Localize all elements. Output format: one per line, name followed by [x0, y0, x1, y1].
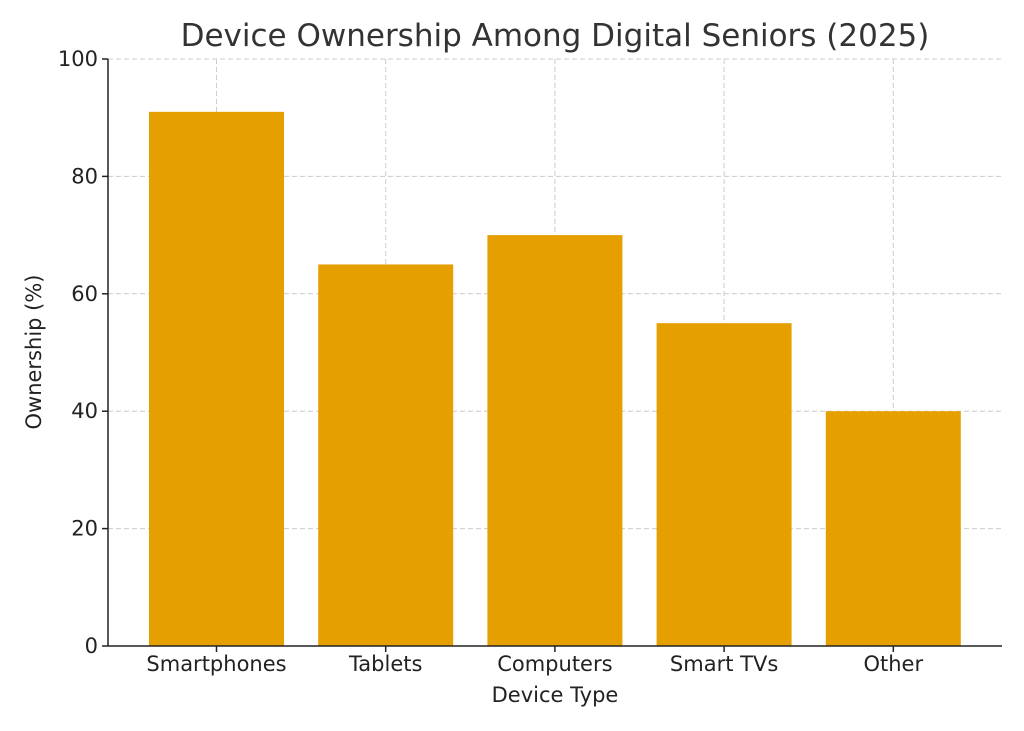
y-tick-label: 0 — [85, 634, 98, 658]
x-tick-label: Smart TVs — [670, 652, 778, 676]
x-tick-label: Tablets — [348, 652, 422, 676]
y-ticks: 0 20 40 60 80 100 — [58, 47, 108, 658]
x-ticks: Smartphones Tablets Computers Smart TVs Othe… — [146, 646, 923, 676]
bar — [825, 411, 961, 646]
y-axis-label: Ownership (%) — [22, 275, 46, 430]
y-tick-label: 80 — [71, 164, 98, 188]
bar — [656, 323, 792, 646]
chart-title: Device Ownership Among Digital Seniors (… — [181, 18, 930, 54]
bar — [149, 111, 284, 646]
y-tick-label: 40 — [71, 399, 98, 423]
bars — [149, 111, 961, 646]
x-tick-label: Other — [863, 652, 923, 676]
y-tick-label: 100 — [58, 47, 98, 71]
x-tick-label: Computers — [497, 652, 612, 676]
bar — [318, 264, 454, 646]
y-tick-label: 20 — [71, 517, 98, 541]
x-axis-label: Device Type — [492, 683, 619, 707]
bar — [487, 235, 623, 646]
x-tick-label: Smartphones — [146, 652, 286, 676]
y-tick-label: 60 — [71, 282, 98, 306]
